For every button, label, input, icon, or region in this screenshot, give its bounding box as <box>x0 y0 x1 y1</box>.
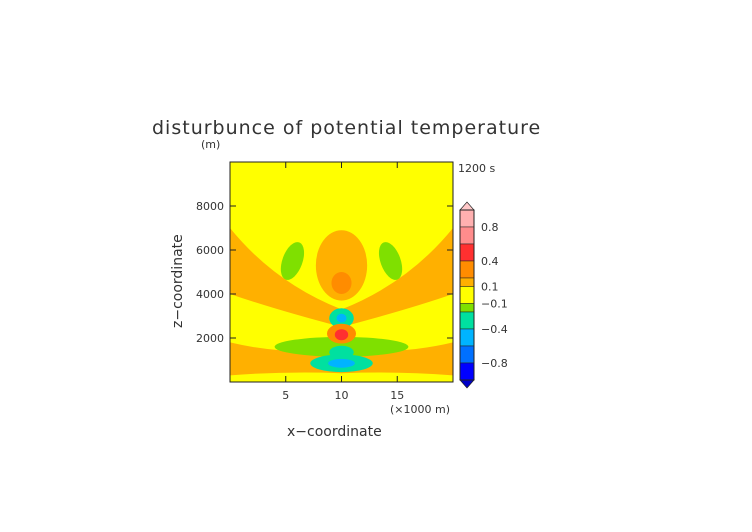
y-tick-label: 4000 <box>196 288 224 301</box>
colorbar-band <box>459 362 475 381</box>
y-tick-label: 2000 <box>196 332 224 345</box>
y-tick-label: 6000 <box>196 244 224 257</box>
colorbar-band <box>459 303 475 313</box>
colorbar-band <box>459 209 475 228</box>
chart-title: disturbunce of potential temperature <box>152 117 541 139</box>
colorbar-label: 0.1 <box>481 281 499 294</box>
colorbar-band <box>459 345 475 364</box>
contour-field <box>230 228 453 376</box>
negative-core-bottom <box>328 358 355 368</box>
x-tick-label: 5 <box>282 389 289 402</box>
y-axis-label: z−coordinate <box>170 234 186 328</box>
colorbar-band <box>459 226 475 245</box>
y-tick-label: 8000 <box>196 200 224 213</box>
colorbar-label: −0.1 <box>481 298 508 311</box>
unit-label: (m) <box>201 138 220 151</box>
negative-core-upper <box>336 313 347 323</box>
colorbar-band <box>459 260 475 279</box>
positive-core-top <box>331 272 352 294</box>
colorbar-frame <box>459 209 475 381</box>
axis-ticks: 5 10 15 2000 4000 6000 8000 <box>196 162 453 402</box>
colorbar-over-arrow <box>459 201 475 211</box>
colorbar-band <box>459 328 475 347</box>
colorbar-label: 0.8 <box>481 221 499 234</box>
colorbar-label: 0.4 <box>481 255 499 268</box>
colorbar-label: −0.8 <box>481 357 508 370</box>
positive-column-top <box>315 230 368 301</box>
time-label: 1200 s <box>458 162 495 175</box>
x-axis-label: x−coordinate <box>287 424 382 440</box>
colorbar-band <box>459 286 475 304</box>
x-tick-label: 15 <box>390 389 404 402</box>
negative-lobe-left <box>280 242 305 280</box>
colorbar-band <box>459 243 475 262</box>
colorbar-band <box>459 311 475 330</box>
plot-area: 5 10 15 2000 4000 6000 8000 <box>196 161 454 402</box>
colorbar-under-arrow <box>459 379 475 389</box>
colorbar-band <box>459 277 475 287</box>
positive-arc-upper <box>230 228 453 327</box>
colorbar: 0.8 0.4 0.1 −0.1 −0.4 −0.8 <box>459 201 508 389</box>
negative-lobe-right <box>378 242 403 280</box>
positive-core-center <box>334 329 349 341</box>
x-tick-label: 10 <box>335 389 349 402</box>
colorbar-label: −0.4 <box>481 323 508 336</box>
x-scale-label: (×1000 m) <box>390 403 450 416</box>
